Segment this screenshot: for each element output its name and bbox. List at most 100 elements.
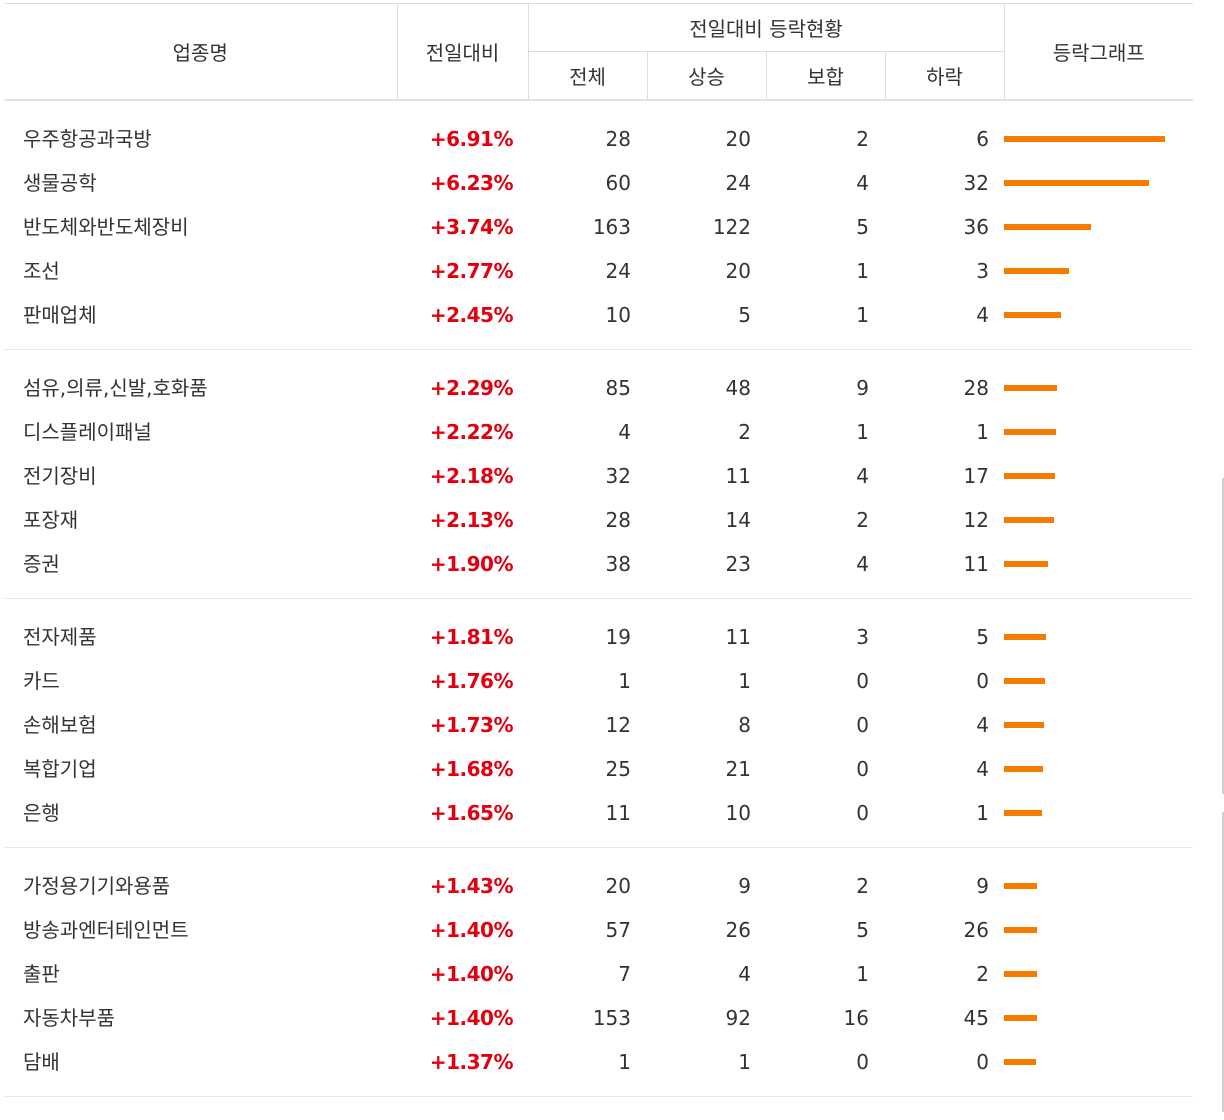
change-bar	[1004, 560, 1048, 567]
table-row[interactable]: 카드 +1.76% 1 1 0 0	[4, 659, 1193, 703]
change-graph-cell	[1004, 498, 1193, 542]
change-rate: +1.40%	[429, 918, 514, 942]
count-down: 2	[976, 962, 989, 986]
scrollbar-track-edge[interactable]	[1222, 478, 1224, 794]
table-row[interactable]: 은행 +1.65% 11 10 0 1	[4, 791, 1193, 848]
change-graph-cell	[1004, 293, 1193, 350]
count-down: 11	[963, 552, 989, 576]
count-flat: 5	[856, 215, 869, 239]
header-total: 전체	[528, 51, 648, 100]
table-row[interactable]: 섬유,의류,신발,호화품 +2.29% 85 48 9 28	[4, 350, 1193, 411]
count-flat: 4	[856, 552, 869, 576]
count-flat: 1	[856, 259, 869, 283]
industry-name[interactable]: 복합기업	[23, 756, 97, 781]
count-up: 26	[725, 918, 751, 942]
industry-name[interactable]: 방송과엔터테인먼트	[23, 917, 189, 942]
industry-name[interactable]: 우주항공과국방	[23, 126, 152, 151]
count-up: 1	[738, 1050, 751, 1074]
count-down: 9	[976, 874, 989, 898]
table-row[interactable]: 손해보험 +1.73% 12 8 0 4	[4, 703, 1193, 747]
change-graph-cell	[1004, 1040, 1193, 1097]
change-bar	[1004, 721, 1044, 728]
change-rate: +1.40%	[429, 962, 514, 986]
change-bar	[1004, 179, 1149, 186]
table-row[interactable]: 조선 +2.77% 24 20 1 3	[4, 249, 1193, 293]
header-change-status-group: 전일대비 등락현황	[528, 3, 1005, 52]
industry-name[interactable]: 반도체와반도체장비	[23, 214, 189, 239]
count-up: 23	[725, 552, 751, 576]
change-rate: +3.74%	[429, 215, 514, 239]
table-row[interactable]: 판매업체 +2.45% 10 5 1 4	[4, 293, 1193, 350]
count-up: 48	[725, 376, 751, 400]
industry-name[interactable]: 디스플레이패널	[23, 419, 152, 444]
industry-name[interactable]: 은행	[23, 800, 60, 825]
table-row[interactable]: 자동차부품 +1.40% 153 92 16 45	[4, 996, 1193, 1040]
header-change: 전일대비	[397, 3, 529, 100]
table-row[interactable]: 생물공학 +6.23% 60 24 4 32	[4, 161, 1193, 205]
change-bar	[1004, 135, 1165, 142]
table-row[interactable]: 방송과엔터테인먼트 +1.40% 57 26 5 26	[4, 908, 1193, 952]
industry-name[interactable]: 섬유,의류,신발,호화품	[23, 375, 208, 400]
industry-name[interactable]: 손해보험	[23, 712, 97, 737]
count-flat: 0	[856, 1050, 869, 1074]
count-up: 4	[738, 962, 751, 986]
table-row[interactable]: 담배 +1.37% 1 1 0 0	[4, 1040, 1193, 1097]
header-graph: 등락그래프	[1004, 3, 1193, 100]
count-total: 85	[605, 376, 631, 400]
count-total: 7	[618, 962, 631, 986]
count-total: 10	[605, 303, 631, 327]
change-graph-cell	[1004, 848, 1193, 909]
count-down: 4	[976, 713, 989, 737]
count-total: 38	[605, 552, 631, 576]
count-down: 17	[963, 464, 989, 488]
table-row[interactable]: 반도체와반도체장비 +3.74% 163 122 5 36	[4, 205, 1193, 249]
industry-name[interactable]: 조선	[23, 258, 60, 283]
change-rate: +1.37%	[429, 1050, 514, 1074]
table-row[interactable]: 포장재 +2.13% 28 14 2 12	[4, 498, 1193, 542]
change-bar	[1004, 882, 1037, 889]
industry-name[interactable]: 전자제품	[23, 624, 97, 649]
table-row[interactable]: 출판 +1.40% 7 4 1 2	[4, 952, 1193, 996]
table-row[interactable]: 복합기업 +1.68% 25 21 0 4	[4, 747, 1193, 791]
change-rate: +2.77%	[429, 259, 514, 283]
count-down: 5	[976, 625, 989, 649]
count-flat: 5	[856, 918, 869, 942]
change-bar	[1004, 926, 1037, 933]
header-flat: 보합	[766, 51, 886, 100]
change-graph-cell	[1004, 747, 1193, 791]
industry-name[interactable]: 담배	[23, 1049, 60, 1074]
table-row[interactable]: 가정용기기와용품 +1.43% 20 9 2 9	[4, 848, 1193, 909]
industry-name[interactable]: 자동차부품	[23, 1005, 115, 1030]
change-graph-cell	[1004, 542, 1193, 599]
change-rate: +1.76%	[429, 669, 514, 693]
industry-name[interactable]: 증권	[23, 551, 60, 576]
industry-name[interactable]: 생물공학	[23, 170, 97, 195]
count-flat: 1	[856, 420, 869, 444]
change-bar	[1004, 267, 1069, 274]
table-row[interactable]: 디스플레이패널 +2.22% 4 2 1 1	[4, 410, 1193, 454]
industry-name[interactable]: 판매업체	[23, 302, 97, 327]
count-flat: 4	[856, 464, 869, 488]
industry-name[interactable]: 전기장비	[23, 463, 97, 488]
table-row[interactable]: 전기장비 +2.18% 32 11 4 17	[4, 454, 1193, 498]
count-total: 25	[605, 757, 631, 781]
industry-name[interactable]: 카드	[23, 668, 60, 693]
change-rate: +1.90%	[429, 552, 514, 576]
scrollbar-track-edge-lower[interactable]	[1222, 812, 1224, 1112]
count-down: 6	[976, 127, 989, 151]
change-bar	[1004, 311, 1061, 318]
industry-name[interactable]: 가정용기기와용품	[23, 873, 171, 898]
change-bar	[1004, 1014, 1037, 1021]
count-total: 28	[605, 127, 631, 151]
count-down: 3	[976, 259, 989, 283]
count-flat: 9	[856, 376, 869, 400]
table-row[interactable]: 전자제품 +1.81% 19 11 3 5	[4, 599, 1193, 660]
change-bar	[1004, 970, 1037, 977]
industry-name[interactable]: 포장재	[23, 507, 79, 532]
industry-name[interactable]: 출판	[23, 961, 60, 986]
table-row[interactable]: 증권 +1.90% 38 23 4 11	[4, 542, 1193, 599]
table-row[interactable]: 우주항공과국방 +6.91% 28 20 2 6	[4, 100, 1193, 161]
change-rate: +1.43%	[429, 874, 514, 898]
header-down: 하락	[885, 51, 1005, 100]
change-graph-cell	[1004, 100, 1193, 161]
